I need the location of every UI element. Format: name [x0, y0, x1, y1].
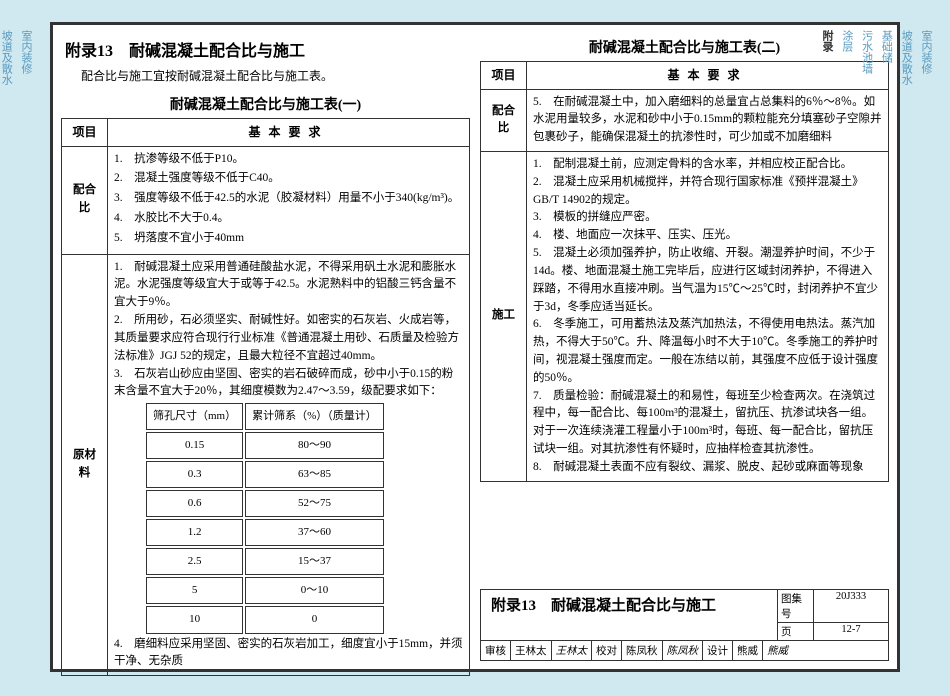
- page-right: 耐碱混凝土配合比与施工表(二) 项目 基本要求 配合比 5. 在耐碱混凝土中，加…: [480, 33, 889, 661]
- right-margin-tabs: 室内装修 坡道及散水 基础储 污水池墙 涂层 附录: [915, 30, 935, 107]
- footer-title: 附录13 耐碱混凝土配合比与施工: [481, 590, 778, 640]
- appendix-title: 附录13 耐碱混凝土配合比与施工: [65, 37, 470, 61]
- page-left: 附录13 耐碱混凝土配合比与施工 配合比与施工宜按耐碱混凝土配合比与施工表。 耐…: [61, 33, 470, 661]
- table-one: 项目 基本要求 配合比 1. 抗渗等级不低于P10。 2. 混凝土强度等级不低于…: [61, 118, 470, 676]
- footer-block: 附录13 耐碱混凝土配合比与施工 图集号 20J333 页 12-7 审核王林太…: [480, 589, 889, 661]
- table-two: 项目 基本要求 配合比 5. 在耐碱混凝土中，加入磨细料的总量宜占总集料的6％～…: [480, 61, 889, 482]
- appendix-subtitle: 配合比与施工宜按耐碱混凝土配合比与施工表。: [81, 67, 470, 84]
- page-frame: 附录13 耐碱混凝土配合比与施工 配合比与施工宜按耐碱混凝土配合比与施工表。 耐…: [50, 22, 900, 672]
- left-margin-tabs: 室内装修 坡道及散水 基础 污水池 涂层 附录: [15, 30, 35, 107]
- sieve-table: 筛孔尺寸（mm） 累计筛系（%）（质量计） 0.1580～90 0.363～85…: [144, 401, 386, 635]
- table1-title: 耐碱混凝土配合比与施工表(一): [61, 94, 470, 114]
- footer-approval-row: 审核王林太王林太 校对陈凤秋陈凤秋 设计熊威熊威: [480, 640, 889, 661]
